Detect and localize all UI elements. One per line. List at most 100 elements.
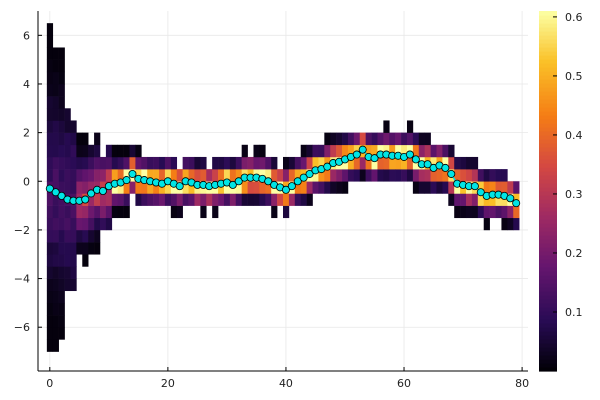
colorbar-segment [539,171,557,176]
heatmap-cell [76,205,83,219]
heatmap-cell [64,169,71,182]
colorbar-segment [539,203,557,208]
heatmap-cell [353,156,361,170]
y-tick-label: −4 [14,273,30,286]
heatmap-cell [129,144,136,158]
heatmap-cell [58,315,65,328]
heatmap-cell [94,205,101,219]
series-point [370,154,379,163]
heatmap-cell [206,193,213,206]
heatmap-cell [99,169,107,182]
heatmap-cell [365,156,372,170]
heatmap-cell [330,169,337,182]
heatmap-cell [58,71,65,85]
heatmap-cell [436,144,443,158]
heatmap-cell [359,156,366,170]
heatmap-cell [235,156,242,170]
heatmap-cell [182,193,189,206]
heatmap-cell [58,169,65,182]
heatmap-cell [412,181,420,194]
heatmap-cell [153,181,160,194]
series-point [405,150,414,159]
colorbar-segment [539,95,557,100]
colorbar-segment [539,303,557,308]
heatmap-cell [58,290,65,304]
heatmap-cell [395,169,402,182]
heatmap-cell [513,205,520,219]
heatmap-cell [401,144,408,158]
series-point [264,177,273,186]
heatmap-cell [46,302,54,316]
heatmap-cell [353,132,361,146]
colorbar-segment [539,43,557,48]
heatmap-cell [141,156,148,170]
heatmap-cell [424,169,431,182]
colorbar-segment [539,179,557,184]
colorbar-segment [539,67,557,72]
heatmap-cell [389,156,396,170]
heatmap-cell [70,205,77,219]
heatmap-cell [105,169,113,182]
heatmap-cell [212,156,219,170]
heatmap-cell [82,169,89,182]
heatmap-cells [46,23,520,352]
heatmap-cell [117,181,124,194]
colorbar-segment [539,51,557,56]
colorbar-segment [539,207,557,212]
colorbar-segment [539,75,557,80]
colorbar-segment [539,127,557,132]
series-point [281,185,290,194]
heatmap-cell [365,144,372,158]
heatmap-cell [99,193,107,206]
heatmap-cell [466,169,473,182]
heatmap-cell [330,132,337,146]
colorbar-segment [539,87,557,92]
heatmap-cell [401,169,408,182]
heatmap-cell [52,302,59,316]
colorbar-segment [539,163,557,168]
series-point [45,184,54,193]
heatmap-cell [383,169,390,182]
colorbar-segment [539,263,557,268]
colorbar-segment [539,155,557,160]
heatmap-cell [395,156,402,170]
heatmap-cell [52,169,59,182]
heatmap-cell [501,169,508,182]
heatmap-cell [513,217,520,231]
heatmap-cell [460,169,467,182]
heatmap-cell [188,169,195,182]
colorbar-segment [539,311,557,316]
heatmap-cell [454,193,461,206]
colorbar-segment [539,39,557,44]
colorbar-segment [539,143,557,148]
heatmap-cell [70,169,77,182]
heatmap-cell [46,71,54,85]
heatmap-cell [294,181,302,194]
colorbar-tick-label: 0.4 [565,129,583,142]
heatmap-cell [70,181,77,194]
heatmap-cell [223,156,231,170]
colorbar-segment [539,335,557,340]
colorbar-segment [539,243,557,248]
colorbar-segment [539,35,557,40]
heatmap-cell [200,156,207,170]
heatmap-cell [64,242,71,255]
x-tick-label: 0 [46,377,53,390]
heatmap-cell [283,205,290,219]
heatmap-cell [218,169,225,182]
heatmap-cell [324,169,331,182]
heatmap-cell [52,242,59,255]
heatmap-cell [241,156,248,170]
heatmap-cell [123,144,130,158]
heatmap-cell [58,120,65,133]
heatmap-cell [76,144,83,158]
colorbar-segment [539,23,557,28]
heatmap-cell [58,278,65,292]
heatmap-cell [117,156,124,170]
heatmap-cell [64,181,71,194]
heatmap-cell [300,156,307,170]
heatmap-cell [58,108,65,121]
heatmap-cell [383,156,390,170]
heatmap-cell [94,193,101,206]
heatmap-cell [123,169,130,182]
